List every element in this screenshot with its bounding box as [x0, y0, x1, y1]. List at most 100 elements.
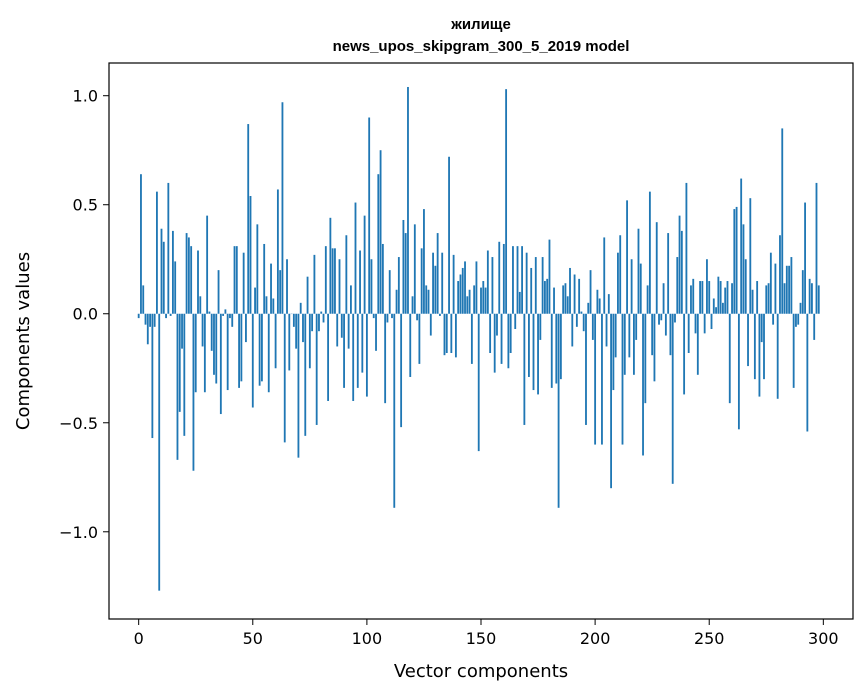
x-tick-label: 100 — [352, 629, 383, 648]
bar-105 — [377, 174, 380, 314]
bar-224 — [648, 191, 651, 314]
bar-132 — [439, 313, 441, 316]
bar-238 — [680, 230, 683, 314]
bar-153 — [486, 250, 489, 314]
bar-106 — [379, 150, 382, 314]
bar-110 — [388, 270, 391, 314]
bar-265 — [742, 224, 745, 314]
bar-80 — [320, 311, 323, 314]
bar-2 — [142, 285, 145, 314]
bar-16 — [174, 261, 177, 314]
bar-231 — [664, 313, 667, 336]
bar-247 — [701, 281, 704, 314]
bar-107 — [381, 243, 384, 314]
bar-18 — [178, 313, 181, 412]
bar-98 — [361, 313, 364, 373]
bar-15 — [171, 230, 174, 314]
x-tick-label: 200 — [580, 629, 611, 648]
bar-269 — [751, 289, 754, 314]
bar-174 — [534, 257, 537, 314]
bar-87 — [336, 313, 339, 347]
bar-236 — [676, 257, 679, 314]
bar-51 — [254, 287, 256, 314]
bar-218 — [635, 313, 638, 340]
bar-254 — [717, 276, 720, 314]
bar-177 — [541, 257, 544, 314]
bar-259 — [728, 313, 731, 404]
bar-273 — [760, 313, 763, 343]
bar-253 — [715, 307, 717, 314]
bar-20 — [183, 313, 186, 436]
bar-234 — [671, 313, 674, 484]
bar-186 — [562, 285, 565, 314]
bar-264 — [740, 178, 743, 314]
bar-69 — [295, 313, 298, 349]
bar-284 — [785, 265, 788, 314]
bar-26 — [197, 250, 199, 314]
bar-181 — [550, 313, 553, 388]
bar-209 — [614, 313, 617, 358]
y-tick-label: −0.5 — [59, 414, 98, 433]
bar-9 — [158, 313, 161, 591]
bar-141 — [459, 274, 462, 314]
bar-180 — [548, 239, 551, 314]
bar-31 — [208, 311, 211, 314]
bar-125 — [423, 209, 425, 314]
bar-279 — [774, 263, 777, 314]
bar-115 — [400, 313, 403, 428]
bar-261 — [733, 209, 736, 314]
bar-30 — [206, 215, 209, 314]
bar-237 — [678, 215, 681, 314]
chart-title-line1: жилище — [450, 16, 511, 33]
bar-97 — [359, 250, 361, 314]
bar-268 — [749, 198, 752, 314]
bar-35 — [217, 270, 220, 314]
bar-145 — [468, 289, 471, 314]
bar-171 — [528, 313, 530, 377]
bar-124 — [420, 248, 423, 314]
bar-46 — [242, 252, 245, 314]
bar-255 — [719, 281, 722, 314]
bar-194 — [580, 311, 583, 314]
bar-257 — [724, 287, 727, 314]
bar-96 — [356, 313, 359, 388]
bar-160 — [502, 243, 505, 314]
bar-121 — [413, 224, 416, 314]
y-axis-label: Components values — [13, 252, 34, 430]
bar-157 — [496, 313, 498, 336]
bar-95 — [354, 202, 357, 314]
bar-156 — [493, 313, 496, 373]
bar-267 — [747, 313, 749, 367]
y-axis: −1.0 −0.5 0.0 0.5 1.0 — [59, 87, 109, 542]
bar-5 — [149, 313, 151, 327]
x-tick-label: 0 — [134, 629, 144, 648]
bar-158 — [498, 241, 501, 314]
bar-184 — [557, 313, 560, 508]
bar-165 — [514, 313, 517, 330]
bar-123 — [418, 313, 421, 364]
bar-144 — [466, 296, 469, 314]
bar-263 — [737, 313, 740, 430]
bar-85 — [331, 248, 334, 314]
bar-242 — [690, 285, 692, 314]
bar-11 — [162, 241, 165, 314]
bar-219 — [637, 228, 640, 314]
bar-53 — [258, 313, 261, 386]
bar-40 — [229, 313, 231, 319]
bar-206 — [607, 294, 610, 314]
bar-215 — [628, 313, 631, 358]
bar-168 — [521, 246, 523, 314]
bar-229 — [660, 313, 663, 321]
bar-116 — [402, 219, 405, 314]
bar-7 — [153, 313, 156, 327]
bar-150 — [480, 287, 482, 314]
bar-140 — [457, 281, 460, 314]
bar-199 — [591, 313, 594, 340]
bar-226 — [653, 313, 656, 382]
bar-66 — [288, 313, 291, 371]
bar-77 — [313, 254, 316, 314]
bar-155 — [491, 257, 494, 314]
bar-212 — [621, 313, 624, 445]
bar-126 — [425, 285, 428, 314]
bar-71 — [299, 302, 302, 314]
